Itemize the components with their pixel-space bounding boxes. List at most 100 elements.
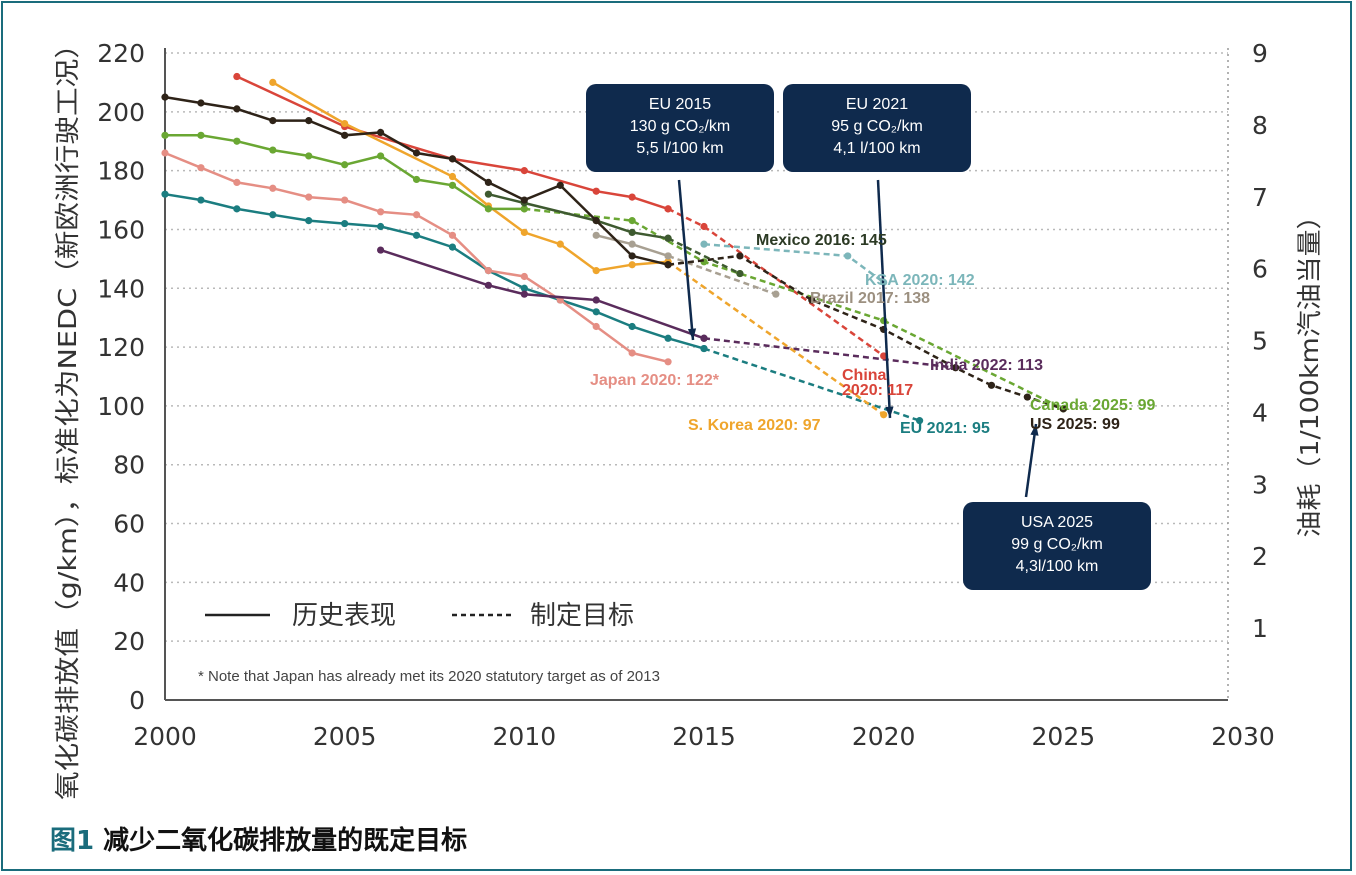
y2-tick-label: 7 xyxy=(1252,183,1268,212)
series-label: Japan 2020: 122* xyxy=(590,372,720,389)
series-target-line xyxy=(703,347,920,422)
data-point xyxy=(700,222,708,231)
callout-line: 95 g CO₂/km xyxy=(831,118,923,135)
callout-arrow xyxy=(876,179,892,419)
data-point xyxy=(197,196,205,204)
data-point xyxy=(197,99,205,107)
y-tick-label: 60 xyxy=(113,510,145,539)
arrow-head xyxy=(687,328,697,340)
data-point xyxy=(233,205,241,213)
data-point xyxy=(628,252,636,260)
data-point xyxy=(269,184,277,192)
y-tick-label: 100 xyxy=(97,392,145,421)
callout-line: 4,1 l/100 km xyxy=(833,140,921,157)
data-point xyxy=(448,172,457,181)
data-point xyxy=(951,364,960,372)
data-point xyxy=(628,349,636,357)
data-point xyxy=(412,231,421,239)
figure-caption-text: 减少二氧化碳排放量的既定目标 xyxy=(94,826,468,856)
x-tick-label: 2010 xyxy=(493,722,557,751)
arrow-head xyxy=(1030,424,1039,436)
data-point xyxy=(341,161,349,169)
data-point xyxy=(269,117,277,125)
y-tick-label: 200 xyxy=(97,98,145,127)
data-point xyxy=(377,152,385,160)
data-point xyxy=(484,190,492,198)
data-point xyxy=(197,131,205,139)
data-point xyxy=(484,205,492,213)
y2-tick-label: 4 xyxy=(1252,398,1268,427)
callout-line: 130 g CO₂/km xyxy=(629,118,731,135)
data-point xyxy=(628,228,636,236)
y-tick-label: 80 xyxy=(113,451,145,480)
y-tick-label: 40 xyxy=(113,568,145,597)
series-historical-line xyxy=(164,151,669,364)
data-point xyxy=(736,269,744,278)
data-point xyxy=(305,117,313,125)
data-point xyxy=(664,252,672,260)
y-tick-label: 140 xyxy=(97,274,145,303)
data-point xyxy=(305,217,313,225)
x-tick-label: 2020 xyxy=(852,722,916,751)
data-point xyxy=(484,178,492,186)
series-target-line xyxy=(524,207,1064,410)
data-point xyxy=(412,211,421,219)
data-point xyxy=(700,344,708,353)
data-point xyxy=(448,155,457,163)
data-point xyxy=(592,267,600,275)
data-point xyxy=(1023,393,1031,401)
y-tick-label: 20 xyxy=(113,627,145,656)
data-point xyxy=(520,167,528,175)
data-point xyxy=(161,131,169,139)
series-target-line xyxy=(703,337,956,369)
data-point xyxy=(161,149,169,157)
arrow-head xyxy=(885,406,894,418)
data-point xyxy=(808,296,816,304)
series-target-line xyxy=(667,260,885,416)
series-label: Brazil 2017: 138 xyxy=(810,290,930,307)
data-point xyxy=(341,131,349,139)
data-point xyxy=(341,219,349,228)
data-point xyxy=(161,93,169,101)
callout-line: EU 2015 xyxy=(648,96,712,113)
data-point xyxy=(1059,405,1067,413)
data-point xyxy=(269,78,277,87)
y-axis-title: 氧化碳排放值（g/km），标准化为NEDC（新欧洲行驶工况） xyxy=(53,30,82,800)
data-point xyxy=(592,296,600,304)
x-tick-label: 2005 xyxy=(313,722,377,751)
y2-tick-label: 6 xyxy=(1252,255,1268,284)
data-point xyxy=(664,234,672,242)
x-tick-label: 2000 xyxy=(133,722,197,751)
data-point xyxy=(161,190,169,198)
y-tick-label: 180 xyxy=(97,157,145,186)
data-point xyxy=(880,352,888,360)
data-point xyxy=(664,205,672,213)
x-tick-label: 2015 xyxy=(672,722,736,751)
data-point xyxy=(628,217,636,225)
data-point xyxy=(556,240,564,248)
data-point xyxy=(233,178,241,186)
data-point xyxy=(233,137,241,145)
data-point xyxy=(592,187,600,195)
y-tick-label: 120 xyxy=(97,333,145,362)
data-point xyxy=(520,272,528,281)
data-point xyxy=(592,217,600,225)
series-label: KSA 2020: 142 xyxy=(865,272,975,289)
series-label: 2020: 117 xyxy=(842,382,913,399)
data-point xyxy=(628,322,636,331)
data-point xyxy=(844,252,852,260)
data-point xyxy=(664,334,672,342)
series-label: US 2025: 99 xyxy=(1030,416,1120,433)
figure-number: 图1 xyxy=(50,826,95,856)
callout-arrow xyxy=(1024,423,1038,498)
y2-tick-label: 9 xyxy=(1252,39,1268,68)
data-point xyxy=(197,164,205,172)
data-point xyxy=(520,205,528,213)
data-point xyxy=(520,284,528,292)
series-target-line xyxy=(667,254,777,296)
callout-line: 4,3l/100 km xyxy=(1015,558,1099,575)
series-target-line xyxy=(667,254,1064,410)
y2-tick-label: 8 xyxy=(1252,111,1268,140)
